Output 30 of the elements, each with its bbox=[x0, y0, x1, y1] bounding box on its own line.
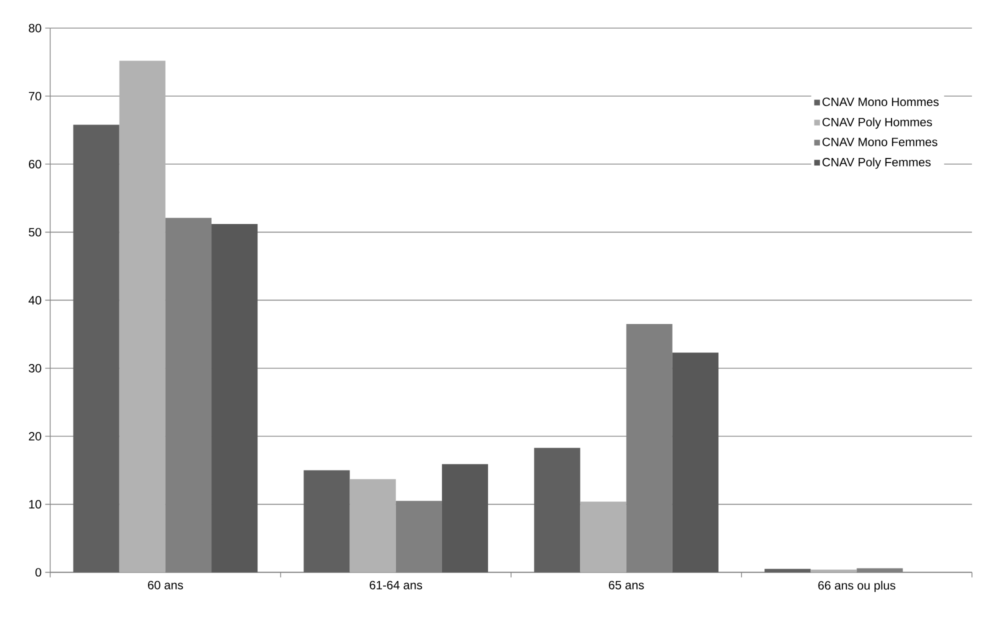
y-tick-label: 50 bbox=[28, 228, 42, 237]
bar bbox=[672, 352, 718, 573]
bar bbox=[212, 224, 258, 573]
y-tick-label: 20 bbox=[28, 432, 42, 441]
y-tick-label: 30 bbox=[28, 364, 42, 373]
bar bbox=[764, 569, 811, 573]
x-tick-label: 66 ans ou plus bbox=[818, 581, 896, 592]
bar bbox=[119, 61, 166, 573]
bar bbox=[73, 124, 120, 573]
bar bbox=[396, 501, 442, 573]
legend-label: CNAV Mono Hommes bbox=[822, 98, 939, 106]
x-tick-label: 61-64 ans bbox=[370, 581, 422, 590]
y-tick-label: 0 bbox=[35, 568, 42, 577]
legend-label: CNAV Poly Femmes bbox=[822, 158, 931, 170]
bar bbox=[810, 570, 857, 573]
bar bbox=[580, 502, 626, 573]
bar bbox=[534, 448, 580, 573]
y-tick-label: 70 bbox=[28, 92, 42, 101]
bar bbox=[165, 218, 212, 573]
y-tick-label: 60 bbox=[28, 160, 42, 169]
y-tick-label: 10 bbox=[29, 500, 42, 509]
bar bbox=[350, 479, 396, 573]
bar bbox=[304, 470, 350, 573]
legend-label: CNAV Mono Femmes bbox=[822, 138, 938, 146]
legend-label: CNAV Poly Hommes bbox=[822, 118, 932, 129]
x-tick-label: 65 ans bbox=[608, 581, 644, 590]
bar bbox=[442, 464, 488, 573]
x-tick-label: 60 ans bbox=[148, 581, 183, 590]
y-tick-label: 40 bbox=[28, 296, 42, 305]
y-tick-label: 80 bbox=[28, 24, 42, 33]
